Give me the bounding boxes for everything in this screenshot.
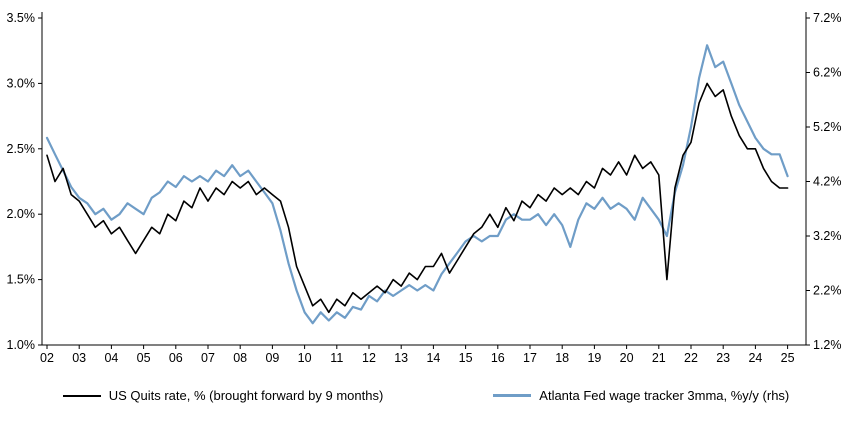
left-tick-label: 3.0% [7,76,36,90]
legend-label-quits: US Quits rate, % (brought forward by 9 m… [108,388,384,403]
right-tick-label: 6.2% [813,66,842,80]
x-tick-label: 25 [781,351,795,365]
x-tick-label: 08 [233,351,247,365]
x-tick-label: 11 [330,351,343,365]
legend-item-wage: Atlanta Fed wage tracker 3mma, %y/y (rhs… [493,388,789,403]
line-chart: 1.0% 1.5% 2.0% 2.5% 3.0% 3.5% 1.2% 2.2% 3.2% 4.2%… [7,11,842,365]
x-tick-label: 18 [555,351,569,365]
x-tick-label: 06 [169,351,183,365]
wage-line-swatch [493,394,532,397]
legend-item-quits: US Quits rate, % (brought forward by 9 m… [62,388,384,403]
x-tick-label: 12 [362,351,376,365]
x-tick-label: 15 [459,351,473,365]
x-tick-label: 22 [684,351,698,365]
series-line-1 [45,44,789,325]
legend: US Quits rate, % (brought forward by 9 m… [0,388,852,403]
x-tick-label: 10 [298,351,312,365]
x-tick-label: 16 [491,351,505,365]
x-tick-label: 03 [72,351,86,365]
x-tick-label: 09 [265,351,279,365]
right-tick-label: 1.2% [813,338,842,352]
x-tick-label: 24 [748,351,762,365]
left-tick-label: 3.5% [7,11,36,25]
x-tick-label: 23 [716,351,730,365]
right-tick-label: 4.2% [813,175,842,189]
x-tick-label: 14 [426,351,440,365]
x-tick-label: 07 [201,351,215,365]
right-tick-label: 2.2% [813,284,842,298]
x-tick-label: 13 [394,351,408,365]
x-tick-label: 05 [137,351,151,365]
right-tick-label: 7.2% [813,11,842,25]
quits-line-swatch [62,394,101,397]
left-tick-label: 1.5% [7,273,36,287]
legend-label-wage: Atlanta Fed wage tracker 3mma, %y/y (rhs… [539,388,790,403]
right-tick-label: 3.2% [813,229,842,243]
x-tick-label: 02 [40,351,54,365]
left-tick-label: 2.5% [7,142,36,156]
left-tick-label: 2.0% [7,207,36,221]
x-tick-label: 20 [620,351,634,365]
x-tick-label: 21 [652,351,666,365]
right-tick-label: 5.2% [813,120,842,134]
x-tick-label: 04 [104,351,118,365]
x-tick-label: 19 [587,351,601,365]
left-tick-label: 1.0% [7,338,36,352]
x-tick-label: 17 [523,351,537,365]
series-line-0 [46,82,789,314]
